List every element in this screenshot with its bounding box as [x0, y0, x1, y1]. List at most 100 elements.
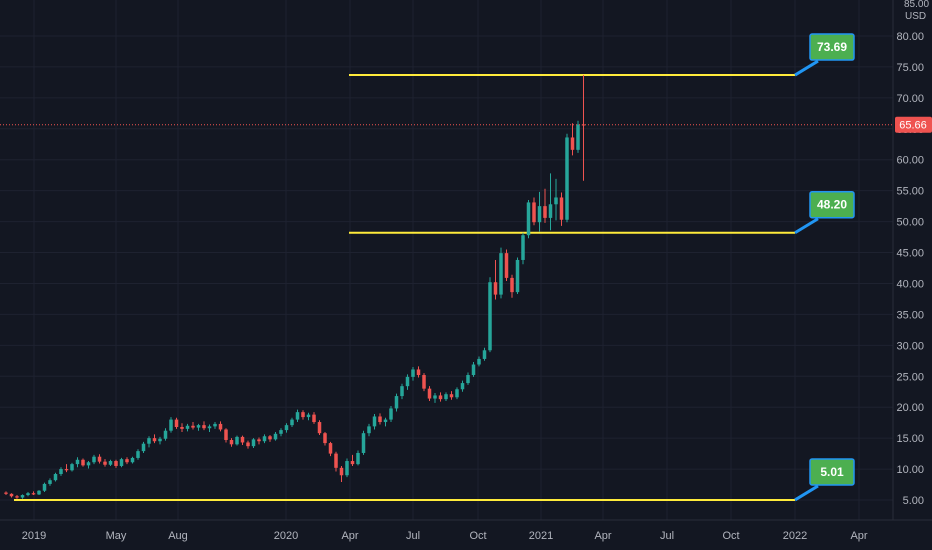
candle — [488, 277, 492, 353]
price-tick-label: 5.00 — [903, 495, 924, 507]
candle-body — [345, 461, 349, 476]
candle-body — [422, 375, 426, 389]
candle-body — [444, 394, 448, 400]
candle-body — [565, 137, 569, 220]
candle — [383, 417, 388, 427]
price-tick-label: 80.00 — [896, 31, 924, 43]
candle-body — [350, 461, 355, 465]
callout-box — [809, 33, 855, 61]
time-axis[interactable]: 2019 May Aug 2020 Apr Jul Oct 2021 Apr Jul Oct 2022… — [0, 519, 932, 542]
candle — [493, 259, 498, 300]
candle-body — [70, 464, 74, 471]
candle — [92, 454, 96, 465]
candle-body — [158, 438, 162, 442]
level-callout[interactable]: 5.01 — [794, 458, 855, 502]
candle — [81, 458, 85, 467]
candle — [295, 409, 300, 423]
horizontal-levels[interactable] — [14, 74, 795, 501]
candle-body — [356, 452, 360, 465]
candle — [460, 380, 465, 392]
candle-body — [367, 426, 371, 434]
price-tick-label: 75.00 — [896, 62, 924, 74]
candle-body — [411, 369, 415, 377]
candle — [152, 434, 157, 444]
level-callout[interactable]: 73.69 — [794, 33, 855, 77]
candle-body — [361, 433, 366, 453]
candle-body — [26, 493, 30, 496]
candle-body — [323, 433, 327, 444]
level-callout[interactable]: 48.20 — [794, 190, 855, 235]
candle — [482, 347, 487, 361]
candle-body — [169, 419, 173, 431]
candle-body — [488, 282, 492, 351]
candle-body — [9, 493, 14, 497]
callout-pointer — [794, 59, 819, 77]
candle — [350, 454, 355, 466]
candle — [543, 188, 547, 223]
candle-body — [455, 389, 459, 398]
price-tick-label: 35.00 — [896, 309, 924, 321]
candle-body — [471, 364, 476, 376]
price-tick-label: 15.00 — [896, 433, 924, 445]
candle-body — [537, 206, 542, 223]
candle-body — [37, 490, 41, 495]
candle-body — [251, 439, 256, 447]
candle — [284, 423, 289, 433]
candle — [411, 366, 415, 381]
candle — [400, 383, 404, 400]
candle — [427, 386, 432, 402]
candle — [290, 417, 294, 427]
candle — [26, 491, 30, 497]
candle-body — [576, 124, 580, 150]
candle — [312, 412, 316, 424]
time-tick-label: Aug — [168, 530, 188, 542]
time-tick-label: Apr — [850, 530, 867, 542]
candle — [42, 482, 47, 492]
price-tick-label: 40.00 — [896, 278, 924, 290]
price-tick-label: 25.00 — [896, 371, 924, 383]
candle-body — [284, 425, 289, 431]
candle — [559, 192, 564, 226]
candle — [306, 412, 311, 421]
candle — [510, 274, 514, 298]
candle — [119, 457, 124, 468]
candle-body — [15, 496, 19, 498]
candle-body — [394, 396, 399, 409]
candle-body — [163, 430, 168, 439]
candle-body — [185, 425, 190, 429]
last-price-tag: 65.66 — [895, 116, 932, 133]
candle — [268, 435, 272, 442]
candle — [15, 495, 19, 499]
candle-body — [180, 426, 184, 429]
candle — [526, 199, 531, 239]
candle-body — [477, 358, 481, 365]
candle — [207, 424, 212, 432]
candle — [372, 414, 377, 430]
candle — [345, 458, 349, 478]
candle-body — [20, 495, 25, 498]
candle — [273, 431, 278, 441]
candle-body — [246, 442, 250, 447]
level-callouts[interactable]: 73.69 48.20 5.01 — [794, 33, 855, 502]
time-axis-ticks: 2019 May Aug 2020 Apr Jul Oct 2021 Apr Jul Oct 2022… — [22, 530, 868, 542]
candle — [48, 478, 52, 486]
callout-label: 48.20 — [817, 198, 847, 212]
candle — [97, 454, 102, 464]
candle-body — [416, 369, 421, 376]
candle — [224, 428, 228, 443]
candle — [103, 459, 107, 467]
candle — [213, 422, 217, 429]
candle-body — [141, 443, 146, 452]
candle — [251, 438, 256, 449]
candle-body — [64, 469, 69, 471]
candle — [449, 391, 454, 400]
candle-body — [103, 461, 107, 465]
candle — [158, 436, 162, 445]
candle-body — [86, 462, 91, 466]
candle-body — [147, 438, 151, 444]
candle — [240, 435, 245, 445]
candle-body — [92, 456, 96, 463]
callout-pointer — [794, 484, 819, 502]
